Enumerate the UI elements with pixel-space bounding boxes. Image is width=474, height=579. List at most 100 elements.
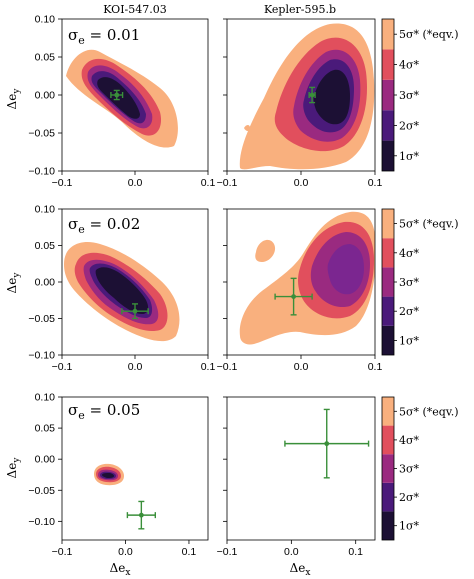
colorbar-segment xyxy=(382,49,394,80)
measurement-point-r2p1 xyxy=(284,408,370,479)
y-tick-label: −0.05 xyxy=(28,128,55,140)
colorbar-label: 4σ* xyxy=(399,247,420,260)
panel-frame-r2p0 xyxy=(61,396,209,541)
colorbar-segment xyxy=(382,209,394,239)
y-tick-label: −0.10 xyxy=(28,350,55,362)
row-1: σe = 0.02 Δey xyxy=(5,208,376,356)
x-tick-label: 0.1 xyxy=(201,361,216,373)
y-tick-label: 0.05 xyxy=(35,423,56,435)
y-tick-label: −0.10 xyxy=(28,166,55,178)
row-label-sigma-0-05: σe = 0.05 xyxy=(68,401,140,422)
x-axis-label-left: Δex xyxy=(110,561,131,578)
colorbar-segment xyxy=(382,140,394,171)
y-tick-label: 0.05 xyxy=(35,52,56,64)
x-tick-label: 0.0 xyxy=(284,546,299,558)
measurement-point-r2p0 xyxy=(126,500,157,530)
contours-r0p0 xyxy=(66,49,178,148)
colorbar-segment xyxy=(382,238,394,268)
axis-ticks: −0.1 0.0 0.10.100.050.00−0.05−0.10−0.1 0.0 0… xyxy=(28,14,382,559)
contour-level-1 xyxy=(95,267,149,314)
data-point xyxy=(291,294,296,299)
colorbar-label: 3σ* xyxy=(399,89,420,102)
data-point xyxy=(132,308,138,314)
data-point xyxy=(114,92,120,98)
colorbar-label: 1σ* xyxy=(399,334,420,347)
y-axis-label-row-2: Δey xyxy=(5,457,22,479)
x-axis-label-right: Δex xyxy=(290,561,311,578)
row-2: σe = 0.05 Δey Δex Δex xyxy=(5,396,376,578)
colorbar-label: 1σ* xyxy=(399,150,420,163)
data-point xyxy=(138,512,144,518)
y-tick-label: −0.05 xyxy=(28,485,55,497)
colorbar-segment xyxy=(382,267,394,297)
measurement-point-r0p1 xyxy=(308,86,316,104)
column-title-koi-547-03: KOI-547.03 xyxy=(103,3,167,16)
contour-level-1 xyxy=(313,69,350,125)
measurement-point-r1p1 xyxy=(274,277,313,316)
contours-r0p1 xyxy=(239,23,375,170)
colorbar-label: 2σ* xyxy=(399,305,420,318)
measurement-point-r1p0 xyxy=(121,303,149,320)
contours-r1p1 xyxy=(239,211,375,345)
contour-level-5b xyxy=(244,125,250,131)
y-tick-label: 0.00 xyxy=(35,90,56,102)
y-tick-label: 0.10 xyxy=(35,14,56,26)
x-tick-label: 0.1 xyxy=(182,546,197,558)
colorbar-segment xyxy=(382,19,394,50)
contours-r1p0 xyxy=(64,242,180,342)
contour-level-1 xyxy=(97,77,140,119)
data-point xyxy=(324,441,330,447)
row-label-sigma-0-02: σe = 0.02 xyxy=(68,215,140,236)
colorbar-segment xyxy=(382,511,394,540)
colorbar-label: 4σ* xyxy=(399,59,420,72)
colorbar-frame xyxy=(381,396,395,541)
y-tick-label: 0.10 xyxy=(35,204,56,216)
x-tick-label: −0.1 xyxy=(52,177,73,189)
data-point xyxy=(309,92,315,98)
row-label-sigma-0-01: σe = 0.01 xyxy=(68,26,140,47)
colorbars: 1σ* 2σ* 3σ* 4σ* 5σ* (*eqv.) 1σ* 2σ* 3σ* 4σ* 5σ* (… xyxy=(381,18,459,541)
x-tick-label: −0.1 xyxy=(217,361,238,373)
x-tick-label: 0.1 xyxy=(201,177,216,189)
x-tick-label: −0.1 xyxy=(52,361,73,373)
colorbar-frame xyxy=(381,18,395,172)
colorbar-segment xyxy=(382,482,394,512)
y-tick-label: 0.10 xyxy=(35,392,56,404)
colorbar-segment xyxy=(382,110,394,141)
contour-level-1 xyxy=(102,473,114,478)
measurement-point-r0p0 xyxy=(110,89,124,101)
x-tick-label: −0.1 xyxy=(52,546,73,558)
x-tick-label: 0.0 xyxy=(128,177,143,189)
x-tick-label: 0.1 xyxy=(368,177,383,189)
colorbar-segment xyxy=(382,425,394,455)
colorbar-label: 5σ* (*eqv.) xyxy=(399,28,459,41)
colorbar-label: 4σ* xyxy=(399,434,420,447)
y-axis-label-row-1: Δey xyxy=(5,272,22,294)
y-tick-label: 0.05 xyxy=(35,240,56,252)
colorbar-segment xyxy=(382,79,394,111)
colorbar-segment xyxy=(382,454,394,483)
x-tick-label: 0.0 xyxy=(118,546,133,558)
contour-level-2 xyxy=(327,244,364,295)
colorbar-frame xyxy=(381,208,395,356)
y-tick-label: −0.05 xyxy=(28,313,55,325)
x-tick-label: 0.0 xyxy=(294,361,309,373)
y-tick-label: −0.10 xyxy=(28,516,55,528)
colorbar-label: 3σ* xyxy=(399,276,420,289)
colorbar-segment xyxy=(382,296,394,326)
contours-r2p0 xyxy=(94,463,124,486)
colorbar-label: 5σ* (*eqv.) xyxy=(399,405,459,418)
y-axis-label-row-0: Δey xyxy=(5,88,22,110)
x-tick-label: −0.1 xyxy=(217,546,238,558)
colorbar-label: 2σ* xyxy=(399,119,420,132)
colorbar-label: 2σ* xyxy=(399,491,420,504)
colorbar-label: 5σ* (*eqv.) xyxy=(399,218,459,231)
colorbar-segment xyxy=(382,325,394,355)
y-tick-label: 0.00 xyxy=(35,454,56,466)
colorbar-segment xyxy=(382,397,394,426)
row-0: σe = 0.01 Δey xyxy=(5,18,376,172)
contour-level-5b xyxy=(255,239,276,262)
x-tick-label: 0.1 xyxy=(368,361,383,373)
x-tick-label: 0.0 xyxy=(128,361,143,373)
